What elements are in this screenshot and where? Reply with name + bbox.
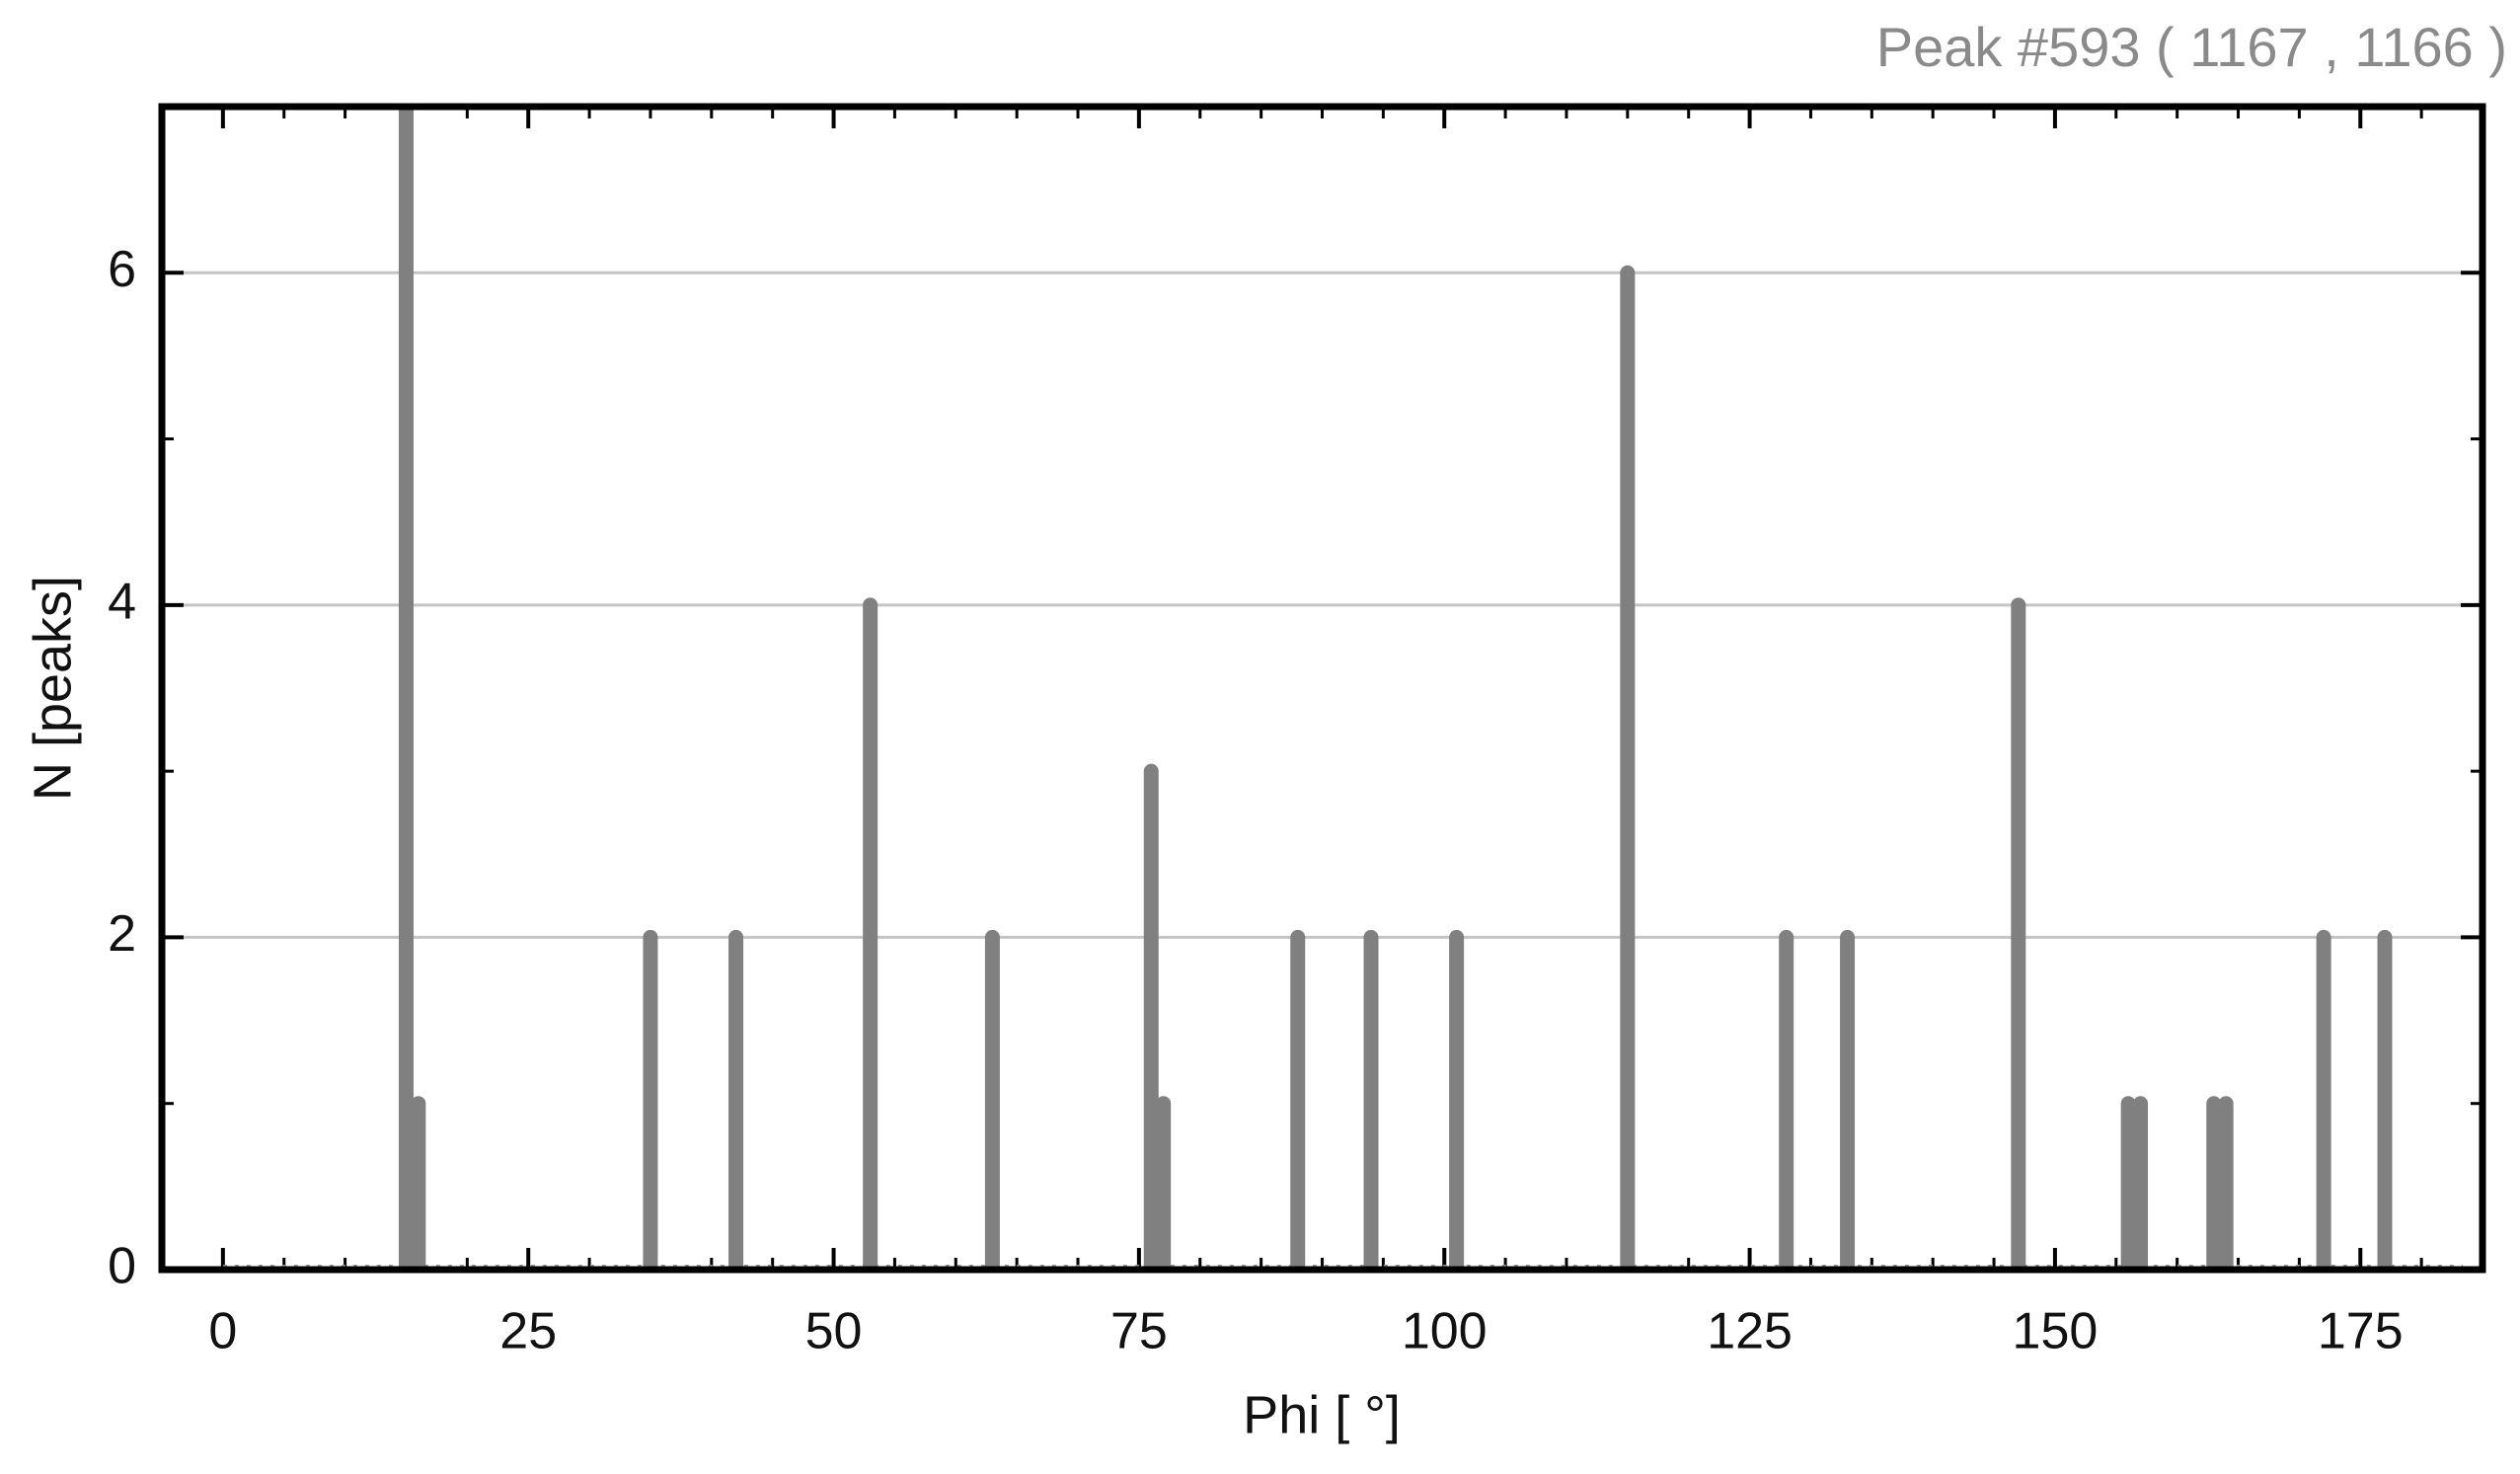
y-tick-label: 4 [108,574,136,631]
x-tick-label: 50 [805,1303,863,1360]
plot-frame [158,103,2486,1274]
y-tick-label: 2 [108,905,136,963]
x-tick-label: 0 [208,1303,237,1360]
x-tick-label: 25 [499,1303,557,1360]
x-tick-label: 150 [2013,1303,2099,1360]
chart-title: Peak #593 ( 1167 , 1166 ) [1876,16,2507,78]
x-tick-label: 125 [1707,1303,1793,1360]
y-tick-label: 6 [108,241,136,298]
y-axis-label: N [peaks] [23,576,82,801]
x-tick-label: 175 [2318,1303,2404,1360]
x-axis-label: Phi [ °] [1243,1385,1401,1444]
y-tick-label: 0 [108,1238,136,1295]
x-tick-label: 100 [1402,1303,1488,1360]
x-tick-label: 75 [1110,1303,1168,1360]
